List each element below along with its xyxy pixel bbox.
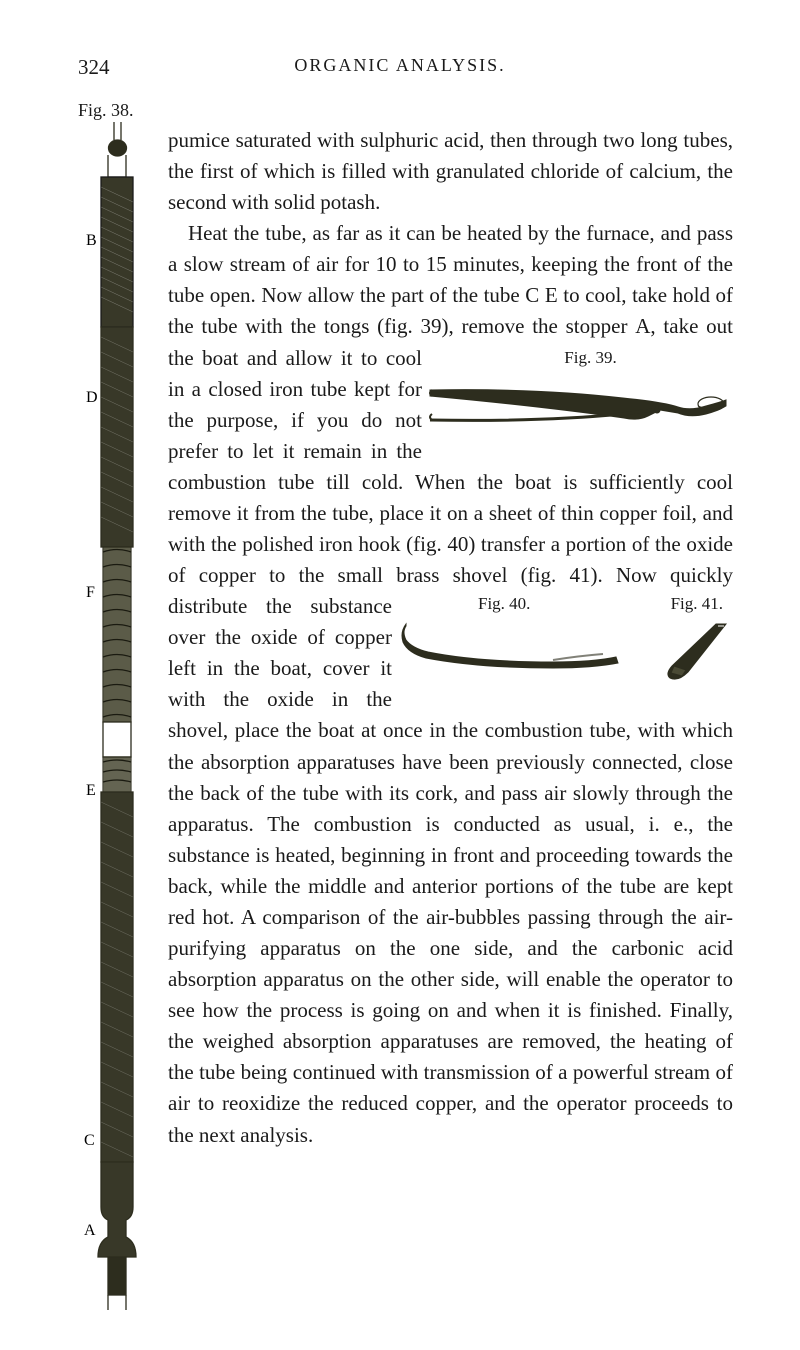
fig41-label: Fig. 41. xyxy=(651,591,723,616)
fig38-letter-c: C xyxy=(84,1132,95,1149)
fig38-letter-a: A xyxy=(84,1222,96,1239)
para1f: cover it with the oxide in the shovel, p… xyxy=(168,656,733,1146)
fig38-apparatus: B D F E C A xyxy=(80,122,155,1312)
fig39-label: Fig. 39. xyxy=(428,345,733,370)
page-header: ORGANIC ANALYSIS. xyxy=(294,55,505,76)
fig38-label: Fig. 38. xyxy=(78,100,134,121)
page-number: 324 xyxy=(78,55,110,80)
fig38-letter-b: B xyxy=(86,232,97,249)
body-text: pumice saturated with sulphuric acid, th… xyxy=(168,125,733,1151)
fig39-block: Fig. 39. xyxy=(428,345,733,447)
fig38-letter-d: D xyxy=(86,389,98,406)
fig39-tongs xyxy=(428,376,728,438)
para1a: pumice saturated with sulphuric acid, th… xyxy=(168,128,733,214)
fig38-letter-e: E xyxy=(86,782,96,799)
fig38-letter-f: F xyxy=(86,584,95,601)
fig4041-block: Fig. 40. Fig. 41. xyxy=(398,591,733,691)
fig40-fig41-svg xyxy=(398,620,733,682)
fig40-label: Fig. 40. xyxy=(458,591,530,616)
